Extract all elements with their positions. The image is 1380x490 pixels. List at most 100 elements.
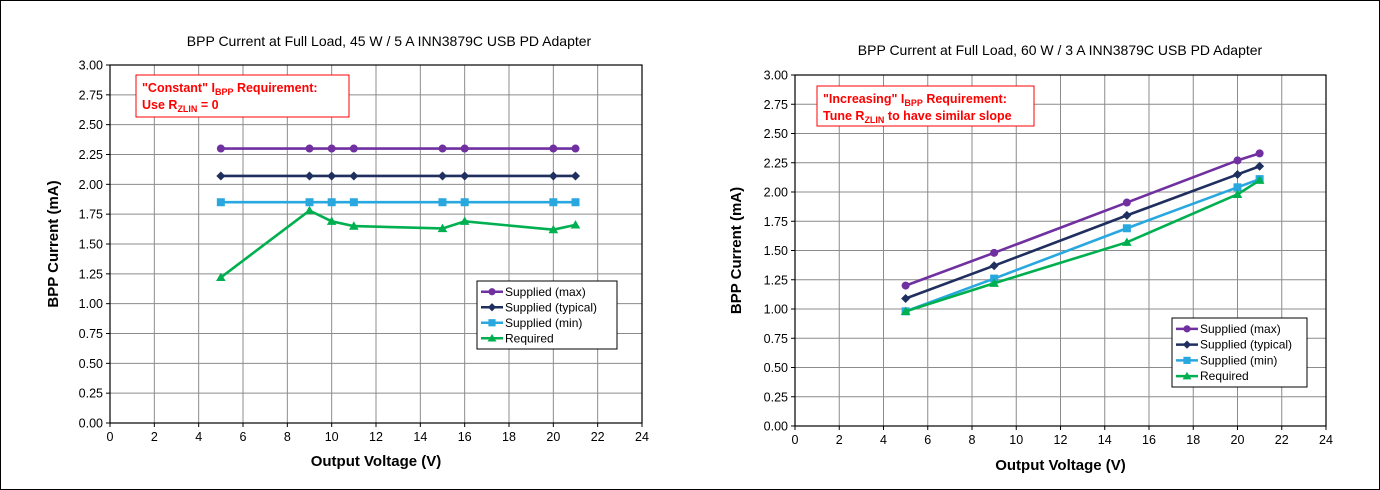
data-point [216, 272, 226, 282]
x-tick-label: 20 [1231, 433, 1245, 447]
annotation-text: Use R [142, 98, 177, 112]
series-supplied-typical [216, 171, 580, 181]
data-point [1232, 189, 1243, 198]
data-point [1255, 149, 1264, 158]
chart-title: BPP Current at Full Load, 60 W / 3 A INN… [858, 42, 1263, 58]
y-tick-label: 0.75 [79, 327, 103, 341]
data-point [349, 198, 358, 207]
x-tick-label: 10 [325, 430, 339, 444]
y-tick-label: 0.50 [764, 361, 788, 375]
series-supplied-max [901, 149, 1264, 290]
data-point [304, 205, 315, 215]
data-point [460, 144, 469, 153]
series-supplied-max [216, 144, 580, 153]
y-tick-label: 2.75 [79, 88, 103, 102]
requirement-annotation: "Constant" IBPP Requirement:Use RZLIN = … [135, 74, 350, 118]
y-tick-label: 0.00 [79, 417, 103, 431]
legend-label: Supplied (min) [1200, 353, 1277, 367]
data-point [571, 198, 580, 207]
x-tick-label: 18 [502, 430, 516, 444]
data-point [216, 198, 225, 207]
annotation-text: "Increasing" I [823, 92, 904, 106]
data-point [990, 248, 999, 257]
legend-marker [1182, 371, 1192, 380]
chart-2: BPP Current at Full Load, 60 W / 3 A INN… [728, 42, 1333, 474]
y-tick-label: 2.00 [764, 186, 788, 200]
legend-item: Required [1176, 369, 1249, 383]
requirement-annotation: "Increasing" IBPP Requirement:Tune RZLIN… [816, 85, 1035, 127]
y-tick-label: 2.75 [764, 98, 788, 112]
x-tick-label: 14 [1098, 433, 1112, 447]
annotation-line-2: Use RZLIN = 0 [142, 98, 219, 114]
legend-item: Supplied (typical) [1176, 338, 1292, 352]
data-point [1254, 175, 1265, 184]
x-tick-label: 20 [546, 430, 560, 444]
legend-label: Required [505, 331, 554, 345]
y-axis-label: BPP Current (mA) [45, 180, 62, 307]
data-point [460, 198, 469, 207]
y-tick-label: 3.00 [79, 59, 103, 73]
y-tick-label: 0.25 [79, 387, 103, 401]
legend-item: Supplied (typical) [481, 300, 597, 314]
x-tick-label: 0 [792, 433, 799, 447]
x-tick-label: 14 [413, 430, 427, 444]
legend-marker [487, 303, 497, 312]
data-point [459, 216, 470, 225]
data-point [571, 144, 580, 153]
series-supplied-min [216, 198, 580, 207]
chart-title: BPP Current at Full Load, 45 W / 5 A INN… [187, 33, 592, 49]
x-tick-label: 0 [107, 430, 114, 444]
legend-marker [488, 319, 496, 327]
data-point [305, 144, 314, 153]
annotation-subscript: ZLIN [177, 104, 197, 114]
data-point [901, 293, 911, 303]
data-point [216, 144, 225, 153]
legend-label: Supplied (max) [1200, 322, 1281, 336]
data-point [989, 278, 999, 287]
y-tick-label: 0.00 [764, 420, 788, 434]
x-tick-label: 2 [151, 430, 158, 444]
x-tick-label: 4 [195, 430, 202, 444]
annotation-line-2: Tune RZLIN to have similar slope [823, 109, 1012, 125]
data-point [327, 198, 336, 207]
annotation-text: to have similar slope [884, 109, 1011, 123]
x-tick-label: 16 [1142, 433, 1156, 447]
x-tick-label: 6 [924, 433, 931, 447]
annotation-text: = 0 [197, 98, 218, 112]
legend-label: Supplied (typical) [1200, 338, 1292, 352]
legend: Supplied (max)Supplied (typical)Supplied… [476, 280, 618, 350]
x-tick-label: 8 [969, 433, 976, 447]
data-point [549, 198, 558, 207]
data-point [327, 144, 336, 153]
x-tick-label: 24 [1319, 433, 1333, 447]
data-point [438, 144, 447, 153]
annotation-subscript: ZLIN [864, 115, 884, 125]
chart-1: BPP Current at Full Load, 45 W / 5 A INN… [45, 33, 649, 470]
annotation-text: Requirement: [233, 81, 317, 95]
y-axis-label: BPP Current (mA) [728, 187, 745, 314]
data-point [438, 198, 447, 207]
data-point [349, 221, 359, 230]
data-point [549, 144, 558, 153]
x-tick-label: 16 [458, 430, 472, 444]
annotation-text: Requirement: [923, 92, 1007, 106]
legend-label: Required [1200, 369, 1249, 383]
annotation-text: "Constant" I [142, 81, 215, 95]
legend-item: Supplied (min) [1176, 353, 1277, 367]
data-point [1122, 237, 1132, 246]
annotation-box [816, 85, 1035, 127]
data-point [327, 171, 337, 181]
y-tick-label: 0.50 [79, 357, 103, 371]
y-tick-label: 1.25 [764, 273, 788, 287]
legend-item: Supplied (max) [481, 285, 586, 299]
x-tick-label: 6 [240, 430, 247, 444]
annotation-line-1: "Constant" IBPP Requirement: [142, 81, 318, 97]
data-point [1233, 169, 1242, 179]
legend: Supplied (max) Supplied (typical)Supplied… [1171, 317, 1308, 388]
legend-item: Required [481, 331, 554, 345]
x-tick-label: 8 [284, 430, 291, 444]
data-point [1255, 161, 1265, 171]
y-tick-label: 0.75 [764, 332, 788, 346]
x-tick-label: 24 [635, 430, 649, 444]
